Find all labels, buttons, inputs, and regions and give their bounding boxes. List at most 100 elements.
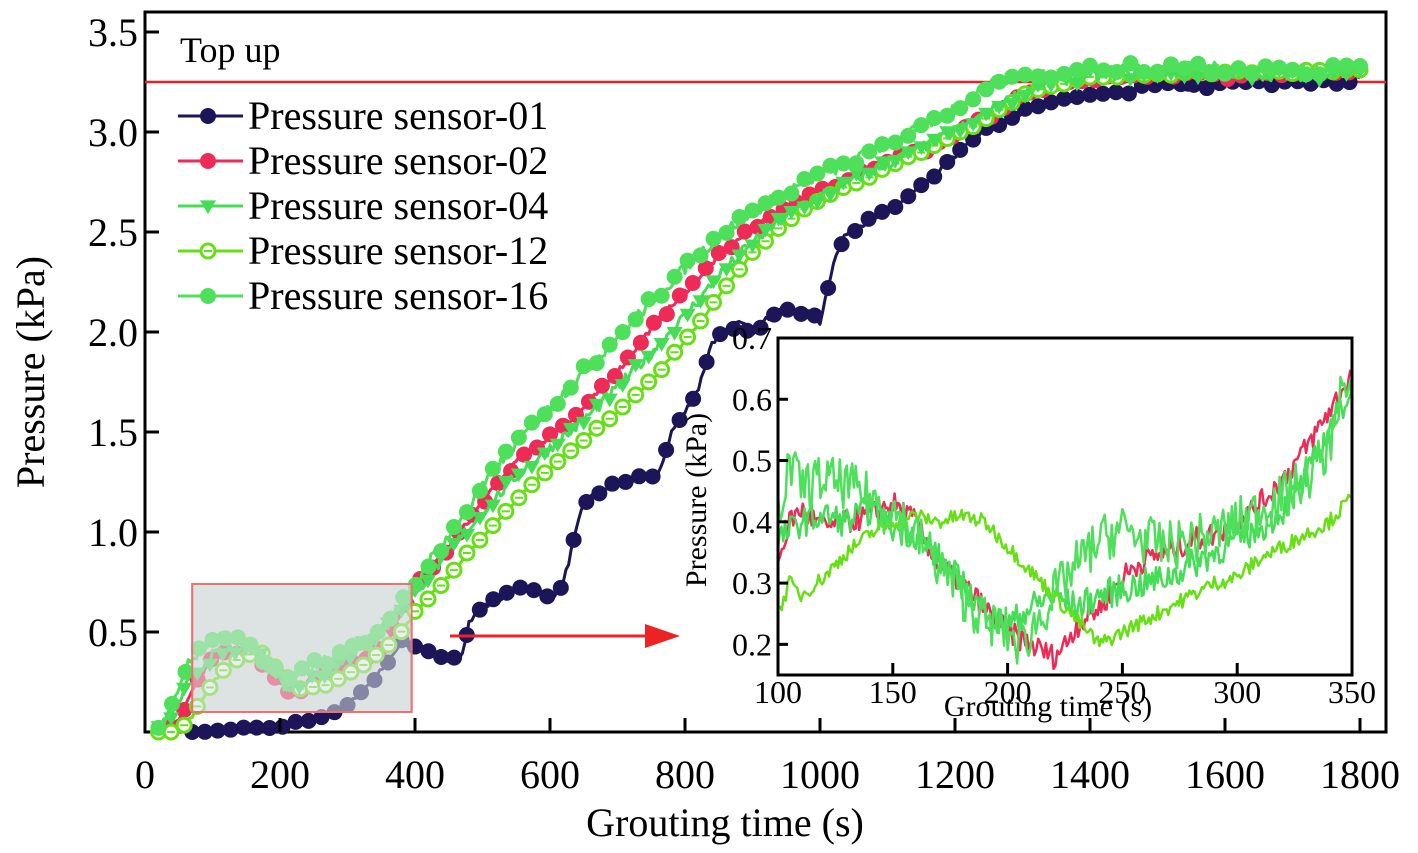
data-point-marker <box>860 210 877 227</box>
data-point-marker <box>783 185 800 202</box>
data-point-marker <box>809 196 826 210</box>
data-point-marker <box>887 134 904 151</box>
data-point-marker <box>525 582 542 599</box>
data-point-marker <box>1217 65 1233 82</box>
data-point-marker <box>1257 58 1274 75</box>
data-point-marker <box>164 695 180 712</box>
data-point-marker <box>1120 85 1137 102</box>
data-point-marker <box>1190 55 1206 72</box>
data-point-marker <box>736 223 753 240</box>
data-point-marker <box>1043 69 1060 86</box>
data-point-marker <box>1298 66 1314 83</box>
data-point-marker <box>542 426 558 443</box>
data-point-marker <box>793 305 810 322</box>
data-point-marker <box>1163 56 1179 73</box>
data-point-marker <box>1311 66 1328 83</box>
top-up-label: Top up <box>180 30 280 70</box>
data-point-marker <box>939 107 956 124</box>
data-point-marker <box>874 203 891 220</box>
inset-y-tick-label: 0.3 <box>732 565 772 601</box>
zoom-arrow <box>450 624 680 648</box>
data-point-marker <box>965 118 982 132</box>
data-point-marker <box>1122 55 1139 72</box>
data-point-marker <box>536 406 553 423</box>
y-tick-label: 3.5 <box>88 10 138 55</box>
data-point-marker <box>177 663 194 680</box>
inset-x-tick-label: 100 <box>754 674 802 710</box>
main-plot: Top up 0 200 400 600 800 1000 1200 1400 1600 1800… <box>8 10 1400 845</box>
data-point-marker <box>1095 62 1112 79</box>
data-point-marker <box>313 709 330 726</box>
data-point-marker <box>939 126 956 140</box>
data-point-marker <box>640 291 657 308</box>
data-point-marker <box>685 390 702 407</box>
data-point-marker <box>671 287 688 304</box>
data-point-marker <box>1136 64 1152 81</box>
data-point-marker <box>833 236 850 253</box>
data-point-marker <box>578 493 595 510</box>
data-point-marker <box>1325 57 1341 74</box>
inset-x-axis-ticks: 100 150 200 250 300 350 <box>754 663 1376 710</box>
data-point-marker <box>725 320 742 337</box>
data-point-marker <box>588 355 605 372</box>
data-point-marker <box>783 206 800 220</box>
data-point-marker <box>1056 90 1073 107</box>
data-point-marker <box>952 141 969 158</box>
data-point-marker <box>692 247 709 264</box>
data-point-marker <box>874 156 891 171</box>
data-point-marker <box>1043 94 1060 111</box>
data-point-marker <box>770 189 787 206</box>
x-tick-label: 800 <box>655 752 715 797</box>
data-point-marker <box>978 107 995 122</box>
data-point-marker <box>1338 57 1355 74</box>
data-point-marker <box>1149 63 1166 80</box>
data-point-marker <box>575 416 592 431</box>
data-point-marker <box>926 133 943 148</box>
data-point-marker <box>420 643 437 660</box>
legend-item: Pressure sensor-12 <box>178 228 548 273</box>
legend-item: Pressure sensor-04 <box>178 183 548 228</box>
data-point-marker <box>766 306 783 323</box>
data-point-marker <box>848 155 865 172</box>
legend-label: Pressure sensor-04 <box>248 183 548 228</box>
data-point-marker <box>913 141 930 155</box>
data-point-marker <box>861 167 878 182</box>
data-point-marker <box>471 601 488 618</box>
data-point-marker <box>679 252 696 269</box>
x-tick-label: 1200 <box>915 752 995 797</box>
data-point-marker <box>658 441 675 458</box>
data-point-marker <box>978 81 995 98</box>
data-point-marker <box>874 136 891 153</box>
data-point-marker <box>575 358 592 375</box>
data-point-marker <box>752 319 769 336</box>
data-point-marker <box>200 200 216 214</box>
legend-label: Pressure sensor-12 <box>248 228 548 273</box>
y-tick-label: 0.5 <box>88 610 138 655</box>
data-point-marker <box>485 591 502 608</box>
data-point-marker <box>757 223 774 238</box>
inset-y-axis-ticks: 0.2 0.3 0.4 0.5 0.6 0.7 <box>732 320 788 662</box>
legend-label: Pressure sensor-01 <box>248 93 548 138</box>
data-point-marker <box>666 268 683 285</box>
legend-item: Pressure sensor-02 <box>178 138 548 183</box>
data-point-marker <box>552 579 569 596</box>
x-axis-ticks: 0 200 400 600 800 1000 1200 1400 1600 1800 <box>135 718 1400 797</box>
x-tick-label: 600 <box>520 752 580 797</box>
data-point-marker <box>887 155 904 169</box>
data-point-marker <box>614 324 631 341</box>
data-point-marker <box>698 353 715 370</box>
data-point-marker <box>510 468 527 483</box>
data-point-marker <box>433 648 450 665</box>
y-axis-ticks: 0.5 1.0 1.5 2.0 2.5 3.0 3.5 <box>88 10 159 655</box>
inset-series-group <box>776 369 1354 671</box>
data-point-marker <box>822 157 839 174</box>
data-point-marker <box>1094 85 1111 102</box>
inset-y-axis-label: Pressure (kPa) <box>680 413 713 587</box>
x-axis-label: Grouting time (s) <box>586 800 864 845</box>
data-point-marker <box>770 212 787 227</box>
legend-label: Pressure sensor-16 <box>248 273 548 318</box>
data-point-marker <box>731 249 748 264</box>
data-point-marker <box>900 146 917 160</box>
data-point-marker <box>1017 66 1034 83</box>
